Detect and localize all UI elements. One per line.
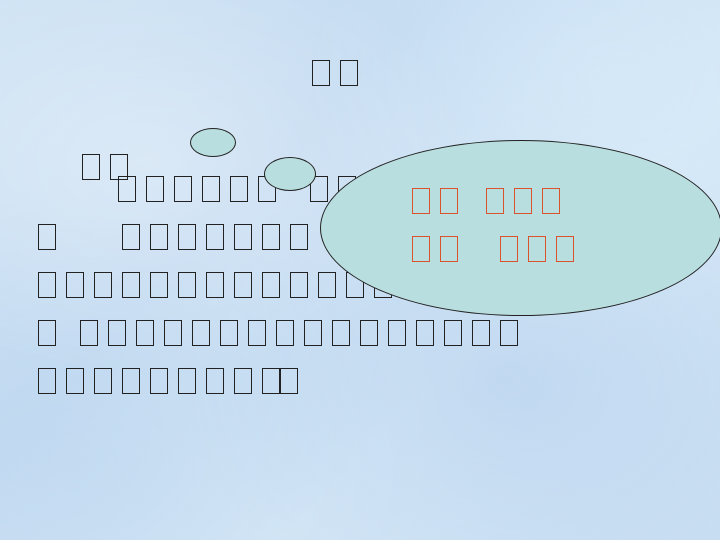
thought-bubble-medium (264, 157, 316, 191)
thought-bubble-small (190, 128, 236, 157)
thought-bubble-callout (320, 140, 720, 316)
